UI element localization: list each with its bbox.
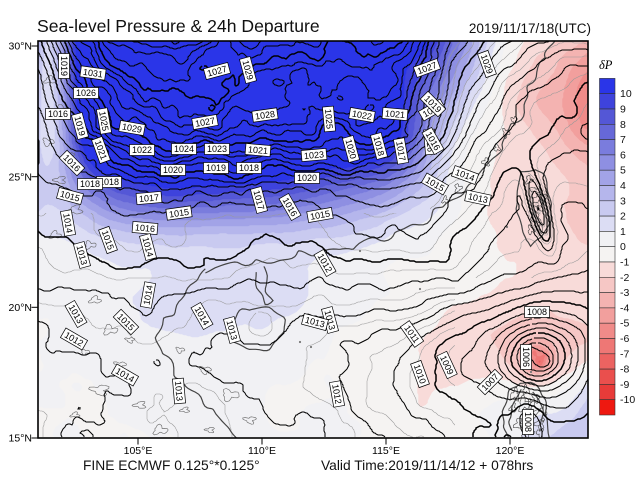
svg-text:Valid Time:2019/11/14/12 + 078: Valid Time:2019/11/14/12 + 078hrs [321, 458, 533, 473]
svg-text:1006: 1006 [521, 347, 531, 367]
svg-text:120°E: 120°E [496, 445, 525, 457]
svg-text:1021: 1021 [248, 144, 269, 156]
svg-text:1: 1 [620, 226, 626, 238]
svg-text:5: 5 [620, 165, 626, 177]
svg-text:1012: 1012 [330, 383, 343, 404]
svg-text:1015: 1015 [168, 207, 189, 220]
svg-text:-7: -7 [620, 348, 629, 360]
svg-text:1023: 1023 [207, 144, 227, 154]
svg-text:4: 4 [620, 180, 626, 192]
svg-text:110°E: 110°E [248, 445, 276, 457]
svg-text:15°N: 15°N [9, 433, 32, 445]
svg-text:1015: 1015 [309, 209, 330, 222]
svg-text:1017: 1017 [394, 140, 407, 161]
svg-text:1024: 1024 [174, 144, 194, 154]
svg-text:-10: -10 [620, 394, 635, 406]
svg-text:δP: δP [599, 58, 613, 72]
svg-text:1014: 1014 [142, 284, 155, 305]
svg-text:1025: 1025 [323, 109, 335, 130]
svg-text:1018: 1018 [80, 179, 100, 189]
svg-text:1020: 1020 [297, 173, 317, 183]
svg-text:1028: 1028 [254, 109, 275, 122]
svg-text:1016: 1016 [48, 109, 68, 119]
svg-text:-6: -6 [620, 333, 629, 345]
svg-text:1008: 1008 [523, 412, 533, 432]
svg-text:7: 7 [620, 134, 626, 146]
svg-text:2019/11/17/18(UTC): 2019/11/17/18(UTC) [469, 21, 591, 36]
svg-text:115°E: 115°E [372, 445, 400, 457]
svg-text:1020: 1020 [163, 165, 183, 175]
svg-text:1013: 1013 [173, 381, 185, 402]
svg-text:-3: -3 [620, 287, 629, 299]
svg-text:Sea-level Pressure & 24h Depar: Sea-level Pressure & 24h Departure [37, 16, 320, 36]
svg-text:-1: -1 [620, 257, 629, 269]
svg-text:25°N: 25°N [9, 171, 32, 183]
svg-text:8: 8 [620, 119, 626, 131]
svg-text:1022: 1022 [132, 145, 152, 155]
svg-text:-8: -8 [620, 364, 629, 376]
svg-text:1016: 1016 [135, 222, 156, 234]
svg-text:1014: 1014 [61, 212, 74, 233]
svg-text:1018: 1018 [99, 177, 119, 187]
svg-text:-4: -4 [620, 302, 629, 314]
svg-text:105°E: 105°E [124, 445, 153, 457]
svg-text:3: 3 [620, 195, 626, 207]
svg-text:0: 0 [620, 241, 626, 253]
svg-text:2: 2 [620, 211, 626, 223]
svg-text:1027: 1027 [194, 116, 215, 129]
svg-text:1018: 1018 [239, 163, 259, 173]
svg-text:10: 10 [620, 88, 632, 100]
svg-text:1021: 1021 [385, 108, 406, 120]
svg-text:1019: 1019 [59, 56, 69, 76]
svg-text:1031: 1031 [82, 67, 103, 80]
svg-text:-5: -5 [620, 318, 629, 330]
svg-text:-9: -9 [620, 379, 629, 391]
svg-text:1025: 1025 [97, 110, 110, 131]
svg-text:1026: 1026 [76, 88, 96, 98]
svg-text:1023: 1023 [304, 149, 325, 161]
svg-text:1013: 1013 [467, 191, 489, 205]
svg-text:1008: 1008 [527, 307, 547, 317]
svg-text:1019: 1019 [206, 163, 226, 173]
svg-text:6: 6 [620, 149, 626, 161]
svg-text:1017: 1017 [139, 192, 160, 204]
svg-text:FINE ECMWF 0.125°*0.125°: FINE ECMWF 0.125°*0.125° [83, 458, 260, 473]
svg-text:20°N: 20°N [9, 302, 32, 314]
svg-text:30°N: 30°N [9, 41, 32, 53]
svg-text:1029: 1029 [121, 122, 142, 135]
svg-text:1022: 1022 [351, 109, 372, 122]
svg-text:-2: -2 [620, 272, 629, 284]
svg-text:9: 9 [620, 104, 626, 116]
